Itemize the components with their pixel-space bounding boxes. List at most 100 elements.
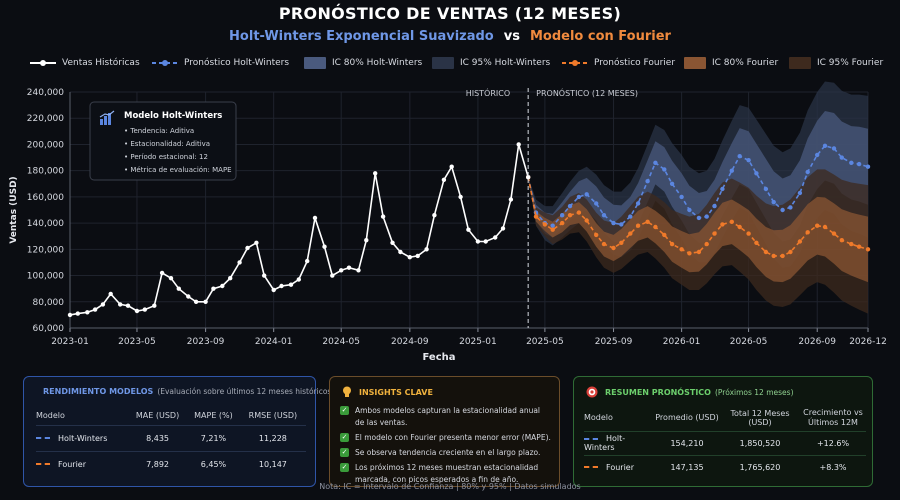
fourier-forecast-point (542, 222, 548, 227)
fourier-forecast-point (550, 227, 555, 232)
legend-fourier-ci80-label: IC 80% Fourier (712, 58, 779, 68)
legend-fourier-ci95[interactable]: IC 95% Fourier (789, 55, 883, 71)
mape-cell: 7,21% (200, 433, 227, 443)
hw-forecast-point (865, 164, 871, 169)
historical-point (508, 197, 514, 202)
chart-legend: Ventas Históricas Pronóstico Holt-Winter… (0, 55, 900, 71)
hw-forecast-point (831, 146, 837, 151)
hw-forecast-point (645, 179, 650, 184)
fourier-ci80-swatch-icon (684, 57, 706, 69)
check-icon: ✓ (340, 406, 349, 415)
historical-point (346, 265, 352, 270)
fourier-forecast-point (720, 222, 725, 227)
historical-point (193, 299, 199, 304)
hw-forecast-point (669, 181, 675, 186)
check-icon: ✓ (340, 448, 349, 457)
model-cell: Fourier (36, 451, 128, 477)
legend-hw-ci95-label: IC 95% Holt-Winters (460, 58, 551, 68)
historical-point (415, 253, 420, 259)
list-item: ✓ Se observa tendencia creciente en el la… (340, 447, 551, 459)
hw-forecast-point (712, 203, 717, 209)
col-header: RMSE (USD) (248, 411, 298, 421)
historical-point (159, 270, 165, 276)
hw-forecast-point (704, 214, 709, 219)
historical-point (339, 268, 344, 273)
target-icon (586, 386, 598, 398)
insight-text: El modelo con Fourier presenta menor err… (355, 433, 551, 442)
rmse-cell: 10,147 (258, 459, 287, 469)
fourier-forecast-point (619, 240, 624, 245)
legend-fourier-ci95-label: IC 95% Fourier (817, 58, 884, 68)
legend-hw-ci95[interactable]: IC 95% Holt-Winters (432, 55, 550, 71)
mape-cell: 6,45% (200, 459, 227, 469)
fourier-forecast-point (662, 232, 667, 238)
historical-point (380, 214, 386, 219)
historical-point (176, 286, 181, 291)
hw-forecast-point (763, 186, 769, 192)
hw-forecast-point (849, 160, 854, 165)
historical-point (441, 177, 447, 182)
performance-header-row: Modelo MAE (USD) MAPE (%) RMSE (USD) (36, 407, 306, 425)
hw-forecast-point (720, 186, 725, 192)
fourier-forecast-point (788, 249, 793, 255)
fourier-forecast-point (805, 230, 810, 235)
x-axis-label: Fecha (422, 352, 455, 363)
list-item: ✓ El modelo con Fourier presenta menor er… (340, 432, 551, 444)
history-region-label: HISTÓRICO (466, 87, 510, 98)
legend-hw-forecast-label: Pronóstico Holt-Winters (184, 58, 290, 68)
fourier-forecast-point (560, 220, 565, 226)
trend-chart-icon-bar (108, 113, 111, 125)
historical-point (305, 258, 310, 264)
historical-point (100, 302, 106, 307)
historical-point (364, 238, 369, 243)
check-icon: ✓ (340, 433, 349, 442)
fourier-forecast-point (628, 231, 633, 236)
model-cell: Holt-Winters (584, 431, 654, 455)
fourier-forecast-point (533, 214, 539, 219)
forecast-region-label: PRONÓSTICO (12 MESES) (536, 87, 638, 98)
historical-line-icon (30, 60, 56, 66)
hw-forecast-point (576, 194, 582, 200)
chart-title: PRONÓSTICO DE VENTAS (12 MESES) (278, 4, 622, 23)
historical-point (108, 291, 113, 297)
fourier-dash-icon (584, 466, 598, 469)
table-row: Fourier 7,892 6,45% 10,147 (36, 451, 306, 477)
hw-forecast-point (737, 154, 742, 159)
historical-point (152, 303, 157, 308)
historical-point (407, 255, 412, 260)
historical-point (92, 307, 98, 312)
legend-fourier-ci80[interactable]: IC 80% Fourier (684, 55, 778, 71)
hw-forecast-point (567, 203, 573, 209)
historical-point (254, 240, 259, 245)
hw-forecast-point (771, 199, 776, 205)
legend-hw-forecast[interactable]: Pronóstico Holt-Winters (152, 55, 289, 71)
col-header: Promedio (USD) (655, 413, 719, 423)
model-box-item: • Estacionalidad: Aditiva (124, 140, 210, 148)
historical-point (220, 283, 225, 289)
x-tick-label: 2024-05 (322, 337, 360, 347)
y-tick-label: 240,000 (27, 88, 64, 98)
y-tick-label: 160,000 (27, 193, 64, 203)
col-header: Crecimiento vs Últimos 12M (803, 407, 863, 427)
historical-point (168, 276, 174, 281)
legend-fourier-forecast[interactable]: Pronóstico Fourier (562, 55, 675, 71)
col-header: MAPE (%) (194, 411, 233, 421)
legend-historical[interactable]: Ventas Históricas (30, 55, 140, 71)
historical-point (449, 164, 454, 169)
x-tick-label: 2026-09 (798, 337, 836, 347)
historical-point (330, 273, 335, 278)
historical-point (288, 282, 294, 287)
fourier-forecast-point (865, 247, 871, 252)
fourier-forecast-point (653, 224, 658, 230)
trend-chart-icon-line (99, 110, 115, 118)
historical-point (237, 260, 242, 265)
historical-point (493, 235, 498, 240)
fourier-forecast-point (839, 238, 844, 243)
legend-hw-ci80[interactable]: IC 80% Holt-Winters (304, 55, 422, 71)
hw-dash-icon (584, 437, 598, 440)
historical-point (432, 213, 437, 218)
hw-forecast-point (856, 161, 862, 167)
hw-forecast-point (628, 214, 633, 219)
col-header: Modelo (584, 413, 613, 423)
hw-ci80-swatch-icon (304, 57, 326, 69)
